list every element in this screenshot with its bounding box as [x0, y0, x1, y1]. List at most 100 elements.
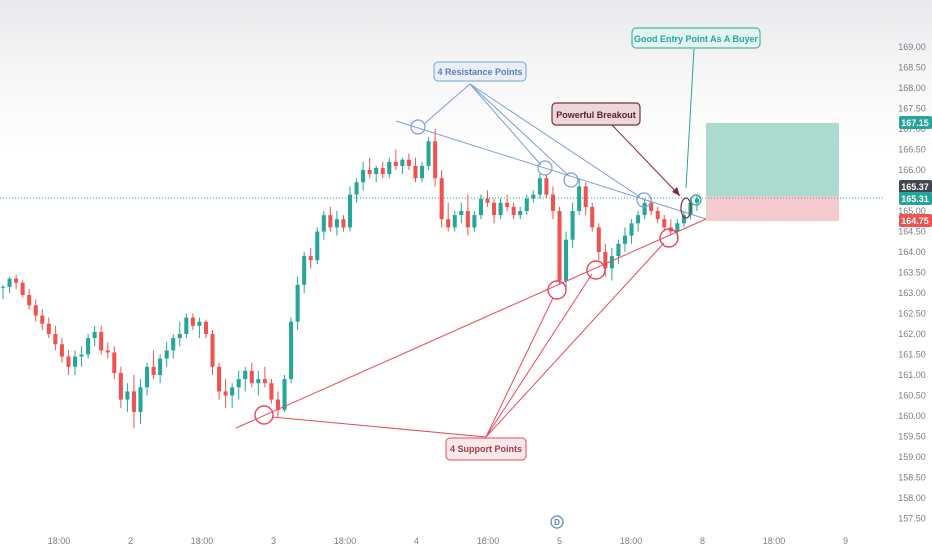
- candle-bearish: [275, 399, 281, 410]
- price-axis[interactable]: 157.50 158.00 158.50 159.00 159.50 160.00 160.…: [898, 42, 926, 524]
- candle-bullish: [164, 350, 169, 359]
- candle-bullish: [498, 202, 503, 216]
- candle-bearish: [649, 202, 654, 211]
- target-price-text: 167.15: [901, 118, 929, 128]
- x-tick-label: 18:00: [191, 536, 214, 546]
- x-tick-label: 18:00: [620, 536, 643, 546]
- x-tick-label: 8: [700, 536, 705, 546]
- entry-upper-price-tag: [899, 180, 932, 193]
- candle-bullish: [79, 354, 84, 357]
- candle-bearish: [511, 206, 516, 216]
- resistance-arrow-1: [423, 83, 471, 125]
- candle-bullish: [354, 182, 359, 195]
- resistance-label-box: [433, 61, 527, 82]
- y-tick-label: 158.00: [898, 493, 926, 503]
- stop-price-text: 164.75: [901, 216, 929, 226]
- candle-bearish: [544, 178, 549, 195]
- resistance-point-1: [410, 119, 426, 135]
- entry-price-tag: [899, 192, 932, 205]
- candle-bearish: [262, 379, 267, 384]
- candle-bullish: [289, 321, 294, 380]
- candle-bearish: [118, 372, 123, 400]
- candle-bullish: [282, 379, 287, 410]
- candle-bullish: [636, 215, 641, 224]
- dividend-marker-label: D: [554, 518, 560, 527]
- candle-bearish: [367, 170, 372, 175]
- time-axis[interactable]: 18:00 2 18:00 3 18:00 4 18:00 5 18:00 8 18:00 9: [48, 536, 848, 546]
- candle-bearish: [99, 331, 104, 351]
- stop-price-tag: [899, 214, 932, 227]
- candle-bullish: [295, 284, 300, 322]
- candle-bullish: [347, 194, 353, 228]
- candle-bearish: [328, 215, 333, 228]
- candle-bearish: [433, 141, 438, 179]
- support-arrow-1: [271, 416, 487, 438]
- support-arrow-3: [485, 273, 593, 438]
- candle-bullish: [564, 239, 569, 281]
- y-tick-label: 169.00: [898, 42, 926, 52]
- resistance-arrow-4: [469, 83, 641, 198]
- candle-bullish: [452, 215, 457, 228]
- entry-point: [690, 194, 702, 206]
- y-tick-label: 162.00: [898, 329, 926, 339]
- resistance-trendline: [395, 120, 707, 220]
- candle-bullish: [459, 211, 464, 216]
- candle-bearish: [380, 167, 385, 175]
- candle-bullish: [472, 215, 477, 228]
- candle-bullish: [609, 256, 614, 269]
- candle-bullish: [158, 358, 163, 375]
- candle-bullish: [524, 198, 529, 211]
- y-tick-label: 166.00: [898, 165, 926, 175]
- candle-bearish: [151, 366, 156, 375]
- candle-bullish: [622, 235, 628, 244]
- candle-bearish: [603, 252, 608, 269]
- candle-bullish: [361, 170, 366, 183]
- y-tick-label: 158.50: [898, 473, 926, 483]
- support-annotations: 4 Support Points: [235, 218, 707, 461]
- candle-bearish: [249, 370, 254, 384]
- x-tick-label: 18:00: [477, 536, 500, 546]
- candle-bullish: [387, 161, 392, 175]
- support-label-box: [445, 437, 527, 461]
- dividend-marker[interactable]: D: [550, 515, 564, 529]
- breakout-label: Powerful Breakout: [556, 110, 636, 120]
- support-arrow-4: [485, 242, 665, 438]
- candle-bearish: [203, 321, 208, 334]
- candle-bullish: [531, 194, 536, 199]
- candle-bullish: [694, 198, 700, 203]
- y-tick-label: 160.00: [898, 411, 926, 421]
- y-tick-label: 159.00: [898, 452, 926, 462]
- candle-bearish: [190, 317, 195, 326]
- candle-bearish: [27, 295, 32, 306]
- candle-bearish: [406, 159, 411, 166]
- resistance-arrow-3: [469, 83, 570, 177]
- dividend-marker-icon[interactable]: [550, 515, 564, 529]
- candle-bearish: [223, 391, 228, 396]
- support-point-3: [586, 260, 606, 280]
- y-tick-label: 160.50: [898, 391, 926, 401]
- candle-bearish: [413, 165, 418, 179]
- candle-bullish: [243, 370, 248, 380]
- stop-zone: [706, 196, 839, 221]
- candle-bearish: [112, 352, 117, 373]
- candle-bullish: [7, 278, 12, 287]
- support-label: 4 Support Points: [450, 444, 522, 454]
- candle-bearish: [105, 350, 110, 353]
- breakout-label-box: [551, 102, 641, 126]
- y-tick-label: 161.00: [898, 370, 926, 380]
- candle-bullish: [374, 167, 379, 175]
- candle-bullish: [184, 317, 189, 334]
- resistance-point-4: [636, 192, 652, 208]
- candle-bearish: [131, 391, 136, 412]
- support-point-1: [254, 405, 274, 425]
- candle-bearish: [583, 186, 588, 207]
- candle-bearish: [341, 219, 346, 228]
- entry-label: Good Entry Point As A Buyer: [634, 34, 759, 44]
- candle-bullish: [177, 334, 182, 339]
- candle-bullish: [86, 338, 91, 355]
- candle-bullish: [334, 219, 339, 228]
- candle-bearish: [465, 211, 470, 228]
- entry-label-box: [631, 27, 761, 49]
- price-tags: 167.15 165.37 165.31 164.75: [899, 116, 932, 227]
